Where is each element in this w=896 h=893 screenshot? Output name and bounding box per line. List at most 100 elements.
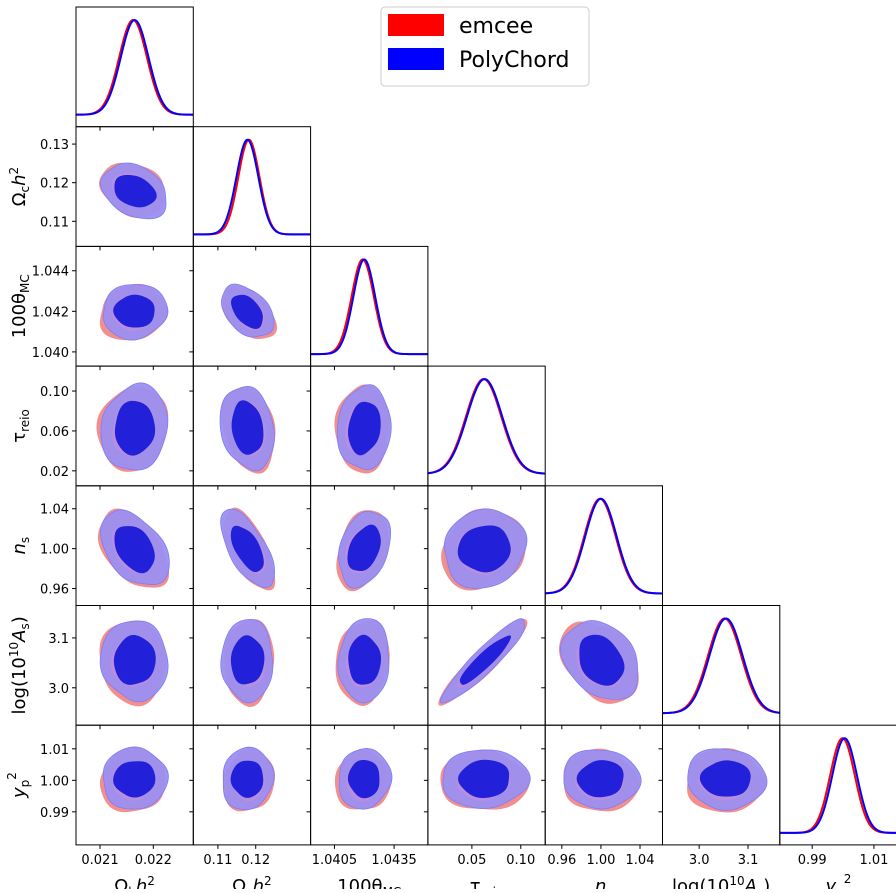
panel-logA-logA: [662, 605, 781, 730]
panel-body: [99, 746, 169, 813]
axis-label-yp2: yp2: [824, 872, 851, 889]
axis-label-logA: log(1010As): [672, 874, 770, 889]
panel-body: [662, 617, 780, 715]
curve-polychord-tau: [427, 378, 546, 475]
axis-label-ns: ns: [9, 537, 32, 555]
panel-body: [96, 382, 169, 472]
panel-omegach2-omegach2: [192, 126, 312, 251]
panel-body: [99, 283, 169, 341]
panel-logA-ns: [541, 605, 664, 730]
panel-body: [334, 384, 392, 474]
panel-yp2-logA: [658, 724, 781, 849]
curve-emcee-ns: [545, 497, 663, 595]
x-tick-label-theta: 1.0435: [371, 853, 417, 868]
panel-theta-omegach2: [189, 245, 312, 371]
panel-body: [222, 746, 275, 812]
panel-frame: [75, 6, 194, 128]
panel-body: [558, 620, 639, 704]
axis-label-omegach2: Ωch2: [232, 874, 271, 889]
panel-body: [219, 386, 276, 474]
panel-logA-theta: [306, 605, 429, 730]
panel-ns-omegabh2: [72, 485, 194, 610]
curve-polychord-yp2: [779, 737, 896, 834]
y-tick-label-ns: 1.04: [40, 503, 69, 518]
curve-emcee-omegach2: [193, 138, 311, 236]
panel-body: [779, 737, 896, 834]
panel-body: [221, 283, 278, 340]
panel-body: [441, 508, 528, 591]
contour-polychord-68: [113, 294, 155, 328]
panel-body: [220, 619, 275, 707]
curve-emcee-logA: [662, 617, 780, 715]
x-tick-label-tau: 0.05: [457, 853, 486, 868]
curve-polychord-theta: [310, 258, 428, 356]
panel-omegach2-omegabh2: [72, 126, 194, 251]
contour-polychord-68: [347, 759, 380, 799]
axis-label-theta: 100θMC: [9, 274, 32, 338]
panel-yp2-omegabh2: [72, 724, 194, 849]
contour-polychord-68: [113, 634, 156, 685]
panel-ns-theta: [306, 485, 429, 610]
contour-polychord-68: [231, 400, 264, 455]
panel-ns-tau: [423, 485, 546, 610]
legend: emcee PolyChord: [380, 6, 590, 87]
panel-ns-omegach2: [189, 485, 312, 610]
contour-polychord-68: [114, 526, 155, 574]
panel-frame: [310, 245, 429, 367]
legend-label-polychord: PolyChord: [459, 48, 569, 73]
x-tick-label-tau: 0.10: [506, 853, 535, 868]
panel-yp2-omegach2: [189, 724, 312, 849]
contour-polychord-68: [114, 400, 156, 456]
legend-label-emcee: emcee: [459, 14, 533, 39]
y-tick-label-theta: 1.042: [32, 305, 69, 320]
panel-body: [427, 378, 546, 475]
x-tick-label-yp2: 1.01: [859, 853, 888, 868]
panel-body: [99, 620, 169, 707]
panel-body: [440, 749, 531, 810]
panel-logA-tau: [423, 605, 546, 730]
panel-ns-ns: [544, 485, 664, 610]
curve-emcee-theta: [310, 258, 428, 356]
panel-body: [97, 508, 170, 588]
y-tick-label-logA: 3.0: [48, 682, 69, 697]
panel-logA-omegach2: [189, 605, 312, 730]
panel-yp2-theta: [306, 724, 429, 849]
curve-emcee-omegabh2: [76, 19, 194, 116]
contour-polychord-68: [459, 635, 511, 685]
y-tick-label-theta: 1.040: [32, 346, 69, 361]
panel-body: [545, 497, 663, 595]
x-tick-label-omegabh2: 0.021: [81, 853, 118, 868]
y-tick-label-tau: 0.06: [40, 425, 69, 440]
panel-omegabh2-omegabh2: [75, 6, 194, 131]
panel-body: [310, 258, 428, 356]
y-tick-label-omegach2: 0.12: [40, 177, 69, 192]
x-tick-label-ns: 1.00: [586, 853, 615, 868]
contour-polychord-68: [576, 760, 624, 798]
panel-body: [193, 138, 311, 236]
y-tick-label-omegach2: 0.11: [40, 215, 69, 230]
curve-polychord-omegabh2: [76, 18, 194, 116]
axis-label-logA: log(1010As): [7, 616, 32, 714]
panel-body: [336, 510, 392, 592]
panel-body: [99, 162, 167, 220]
contour-polychord-68: [699, 760, 751, 797]
x-tick-label-ns: 1.04: [626, 853, 655, 868]
curve-polychord-omegach2: [193, 138, 311, 236]
x-tick-label-omegabh2: 0.022: [135, 853, 172, 868]
y-tick-label-ns: 1.00: [40, 543, 69, 558]
contour-polychord-68: [230, 635, 265, 685]
y-tick-label-theta: 1.044: [32, 265, 69, 280]
panel-body: [687, 748, 768, 813]
x-tick-label-omegach2: 0.11: [203, 853, 232, 868]
panel-tau-theta: [306, 365, 429, 490]
panel-body: [438, 618, 528, 706]
axis-label-omegabh2: Ωbh2: [114, 874, 154, 889]
panel-body: [220, 507, 276, 591]
panel-yp2-yp2: [779, 724, 896, 849]
contour-polychord-68: [579, 634, 625, 686]
legend-swatch-polychord: [388, 48, 444, 70]
panel-yp2-ns: [541, 724, 664, 849]
axis-label-tau: τreio: [470, 876, 504, 889]
y-tick-label-tau: 0.10: [40, 385, 69, 400]
